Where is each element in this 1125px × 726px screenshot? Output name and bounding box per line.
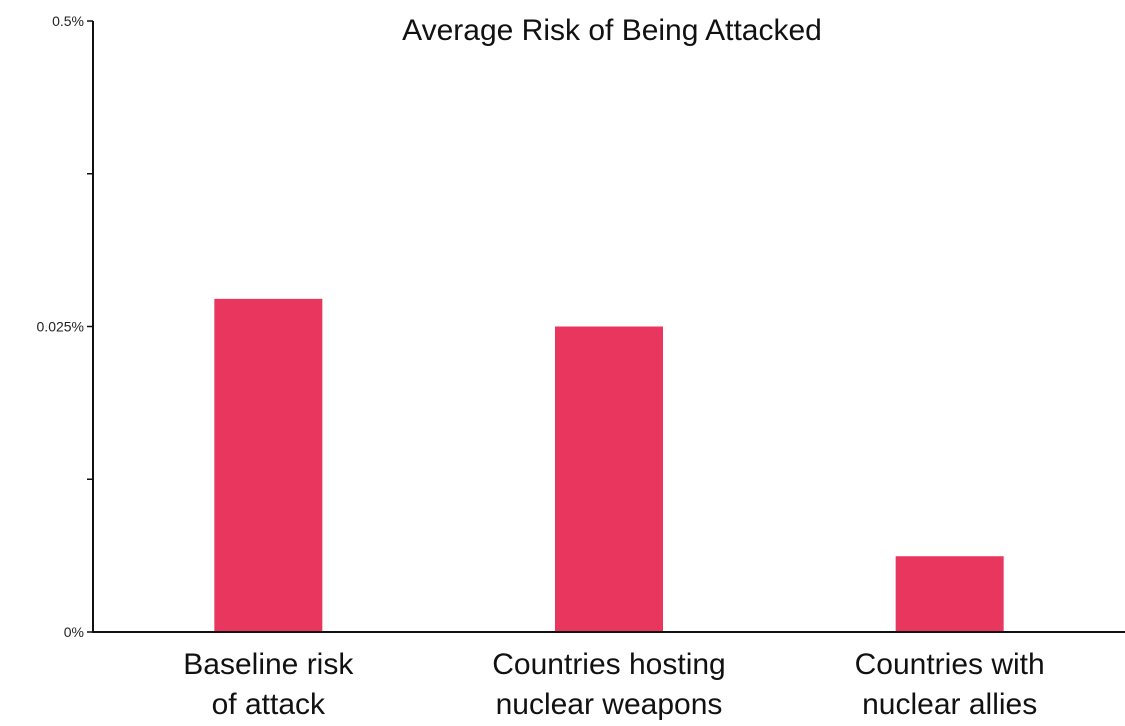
x-tick-label: Baseline risk [183, 648, 354, 681]
x-tick-label: nuclear allies [862, 688, 1037, 721]
y-tick-label: 0% [64, 624, 84, 640]
chart-title: Average Risk of Being Attacked [402, 14, 822, 47]
bar [214, 299, 322, 632]
y-tick-label: 0.025% [37, 319, 84, 335]
x-axis-labels: Baseline risk of attack Countries hosting n… [183, 648, 1044, 721]
bars [214, 299, 1003, 632]
x-tick-label: Countries with [855, 648, 1045, 681]
y-axis: 0% 0.025% 0.5% [37, 13, 93, 640]
y-tick-label: 0.5% [52, 13, 84, 29]
x-tick-label: of attack [212, 688, 326, 721]
x-tick-label: nuclear weapons [496, 688, 723, 721]
bar [555, 327, 663, 633]
bar [896, 556, 1004, 632]
x-tick-label: Countries hosting [492, 648, 725, 681]
